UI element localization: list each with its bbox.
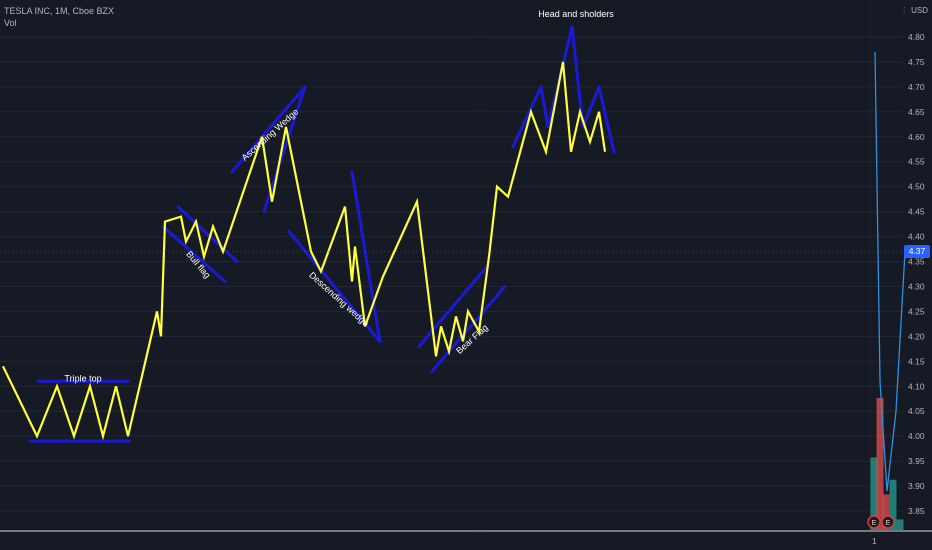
earnings-marker-label: E [886, 520, 891, 527]
last-price-badge: 4.37 [904, 245, 930, 259]
pattern-trendline[interactable] [350, 170, 382, 343]
price-axis-tick: 4.75 [908, 57, 925, 67]
symbol-title[interactable]: TESLA INC, 1M, Cboe BZX [4, 6, 115, 16]
pattern-annotation[interactable]: Bull flag [184, 249, 212, 280]
pattern-annotation[interactable]: Head and sholders [538, 9, 614, 19]
price-axis-tick: 4.00 [908, 431, 925, 441]
volume-bar[interactable] [889, 479, 897, 530]
volume-bar[interactable] [896, 519, 904, 530]
pattern-trendline[interactable] [230, 85, 307, 174]
chart-legend: TESLA INC, 1M, Cboe BZX Vol [4, 5, 114, 29]
pattern-trendline[interactable] [570, 25, 585, 129]
earnings-marker-label: E [872, 520, 877, 527]
price-axis-tick: 4.35 [908, 257, 925, 267]
price-axis-tick: 3.95 [908, 456, 925, 466]
price-axis-tick: 4.10 [908, 381, 925, 391]
price-axis-tick: 4.50 [908, 182, 925, 192]
price-axis-tick: 3.90 [908, 481, 925, 491]
earnings-marker-icon[interactable] [867, 515, 881, 529]
pattern-trendline[interactable] [161, 225, 227, 283]
time-axis-tick: 1 [872, 536, 877, 546]
volume-bar[interactable] [870, 457, 878, 530]
price-axis-tick: 3.85 [908, 506, 925, 516]
price-axis-tick: 4.60 [908, 132, 925, 142]
pattern-trendline[interactable] [511, 85, 543, 149]
price-axis-tick: 4.65 [908, 107, 925, 117]
price-axis-tick: 4.40 [908, 232, 925, 242]
price-axis-tick: 4.25 [908, 306, 925, 316]
price-axis-tick: 4.70 [908, 82, 925, 92]
price-axis-tick: 4.05 [908, 406, 925, 416]
price-axis-tick: 4.15 [908, 356, 925, 366]
zigzag-pattern-line[interactable] [2, 61, 607, 441]
price-axis-tick: 4.20 [908, 331, 925, 341]
price-axis-tick: 4.45 [908, 207, 925, 217]
more-dots-icon[interactable]: ⋮ [900, 6, 909, 15]
price-axis-tick: 4.30 [908, 281, 925, 291]
volume-bar[interactable] [876, 398, 884, 530]
price-axis-tick: 4.80 [908, 32, 925, 42]
earnings-marker-icon[interactable] [881, 515, 895, 529]
pattern-trendline[interactable] [581, 85, 601, 129]
pattern-trendline[interactable] [597, 85, 616, 154]
volume-indicator-label[interactable]: Vol [4, 18, 17, 28]
price-axis-tick: 4.55 [908, 157, 925, 167]
pattern-trendline[interactable] [176, 205, 239, 264]
pattern-annotation[interactable]: Triple top [64, 373, 101, 383]
pattern-trendline[interactable] [417, 265, 489, 348]
currency-label[interactable]: ⋮ USD [900, 6, 928, 15]
pattern-trendline[interactable] [539, 85, 550, 129]
price-line[interactable] [874, 51, 906, 492]
volume-bar[interactable] [882, 494, 890, 530]
currency-text: USD [911, 6, 928, 15]
pattern-trendline[interactable] [430, 284, 507, 373]
